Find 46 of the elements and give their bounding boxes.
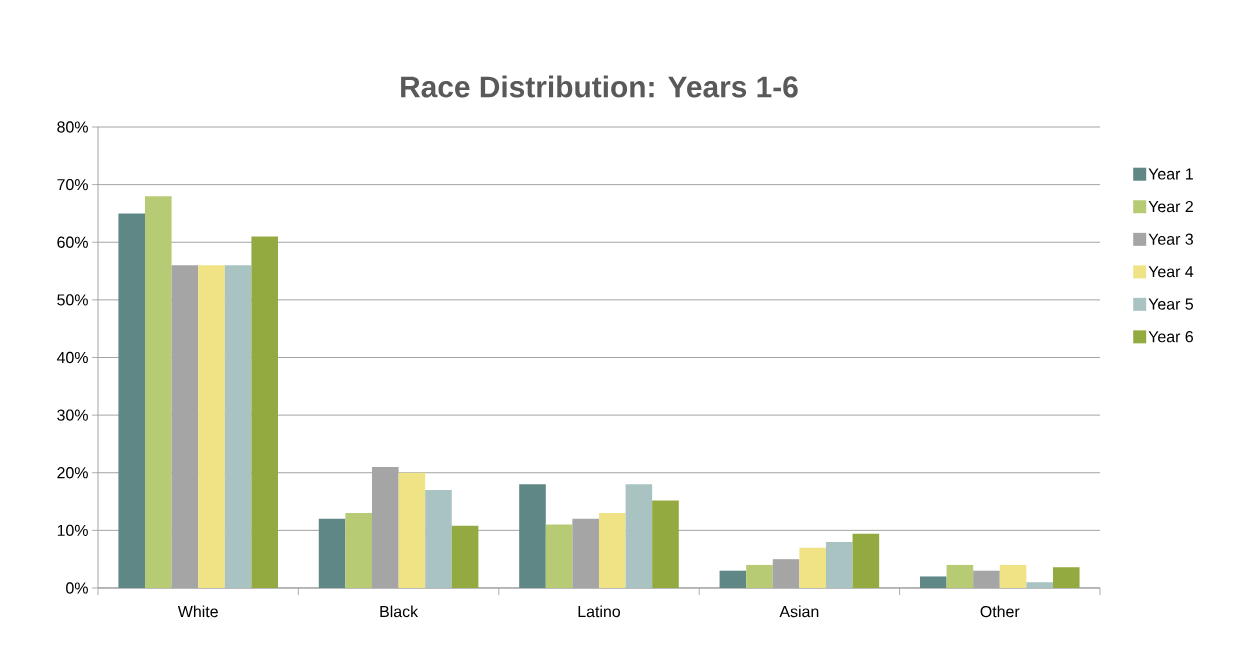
bar bbox=[198, 265, 225, 588]
bar bbox=[852, 533, 880, 588]
legend-label: Year 4 bbox=[1148, 266, 1194, 278]
bar bbox=[825, 541, 853, 588]
y-tick-label: 30% bbox=[57, 409, 88, 421]
bar bbox=[425, 490, 452, 588]
y-tick-label: 70% bbox=[57, 178, 88, 191]
x-tick-label: Black bbox=[380, 605, 419, 618]
y-tick-label: 10% bbox=[57, 524, 88, 536]
bar bbox=[625, 484, 653, 588]
bar bbox=[145, 196, 172, 588]
bar bbox=[519, 484, 546, 588]
y-tick-label: 40% bbox=[56, 351, 88, 364]
bar bbox=[451, 525, 479, 588]
chart-title: Race Distribution: Years 1-6 bbox=[401, 75, 798, 98]
bar bbox=[999, 564, 1027, 588]
bar bbox=[719, 570, 747, 588]
legend-label: Year 5 bbox=[1148, 298, 1194, 310]
bar bbox=[545, 524, 573, 588]
bar bbox=[799, 547, 826, 588]
x-tick-label: White bbox=[177, 605, 218, 618]
bar bbox=[1052, 567, 1080, 588]
y-tick-label: 80% bbox=[57, 121, 88, 133]
bar bbox=[919, 576, 947, 588]
y-tick-label: 20% bbox=[57, 467, 88, 479]
bar bbox=[398, 472, 426, 588]
y-tick-label: 0% bbox=[66, 582, 88, 594]
legend-label: Year 6 bbox=[1148, 331, 1193, 343]
bar bbox=[598, 513, 626, 588]
bar bbox=[652, 500, 679, 588]
bar bbox=[1026, 582, 1053, 588]
legend-label: Year 1 bbox=[1148, 168, 1193, 180]
bar bbox=[746, 564, 773, 588]
y-tick-label: 50% bbox=[57, 294, 88, 306]
y-tick-label: 60% bbox=[57, 236, 88, 248]
bar bbox=[946, 564, 974, 588]
bar bbox=[224, 265, 252, 588]
x-tick-label: Latino bbox=[578, 605, 621, 618]
x-tick-label: Other bbox=[980, 605, 1020, 618]
bar bbox=[118, 213, 146, 588]
x-tick-label: Asian bbox=[779, 605, 819, 618]
legend-label: Year 2 bbox=[1148, 200, 1193, 213]
bar bbox=[251, 236, 278, 588]
bar bbox=[345, 513, 372, 588]
legend-label: Year 3 bbox=[1148, 233, 1193, 245]
bar bbox=[318, 518, 346, 588]
